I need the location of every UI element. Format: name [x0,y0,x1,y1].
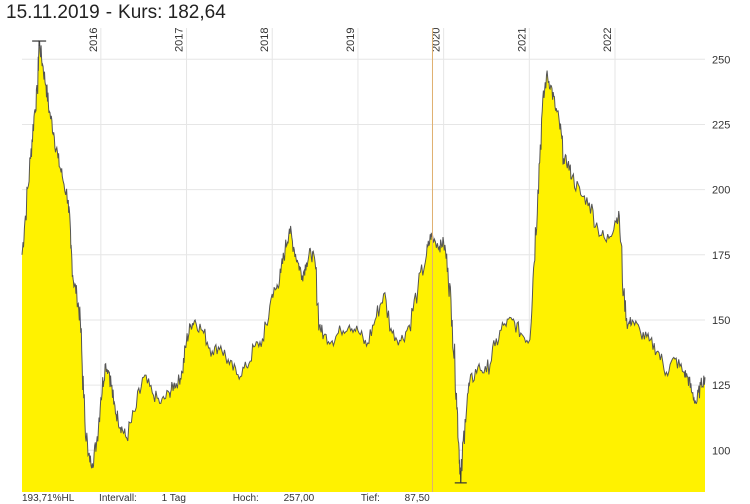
kurs-label: Kurs: [118,2,163,23]
y-tick-label: 100 [712,445,730,457]
x-tick-label: 2017 [174,28,186,52]
price-line [21,40,706,483]
x-tick-label: 2019 [345,28,357,52]
interval-label: Intervall: [99,493,137,504]
y-tick-label: 175 [712,250,730,262]
header-separator: - [105,2,113,23]
high-label: Hoch: [232,493,259,504]
x-tick-label: 2018 [259,28,271,52]
chart-footer: 193,71%HL Intervall: 1 Tag Hoch: 257,00 … [22,493,474,504]
x-tick-label: 2022 [602,28,614,52]
x-tick-label: 2021 [516,28,528,52]
cursor-date: 15.11.2019 [6,2,100,23]
x-axis-labels: 2016 2017 2018 2019 2020 2021 2022 [88,28,614,52]
interval-value: 1 Tag [161,493,186,504]
x-tick-label: 2020 [431,28,443,52]
low-label: Tief: [360,493,380,504]
kurs-value: 182,64 [167,2,226,23]
y-axis-labels: 100 125 150 175 200 225 250 [712,54,730,457]
performance-value: 193,71%HL [22,493,75,504]
y-tick-label: 225 [712,119,730,131]
price-area [22,41,705,492]
y-tick-label: 125 [712,380,730,392]
chart-header: 15.11.2019- Kurs: 182,64 [6,2,226,24]
y-tick-label: 150 [712,315,730,327]
y-tick-label: 250 [712,54,730,66]
price-chart[interactable]: 2016 2017 2018 2019 2020 2021 2022 100 125 150 17… [0,0,750,492]
x-tick-label: 2016 [88,28,100,52]
high-value: 257,00 [283,493,315,504]
low-value: 87,50 [404,493,430,504]
y-tick-label: 200 [712,185,730,197]
